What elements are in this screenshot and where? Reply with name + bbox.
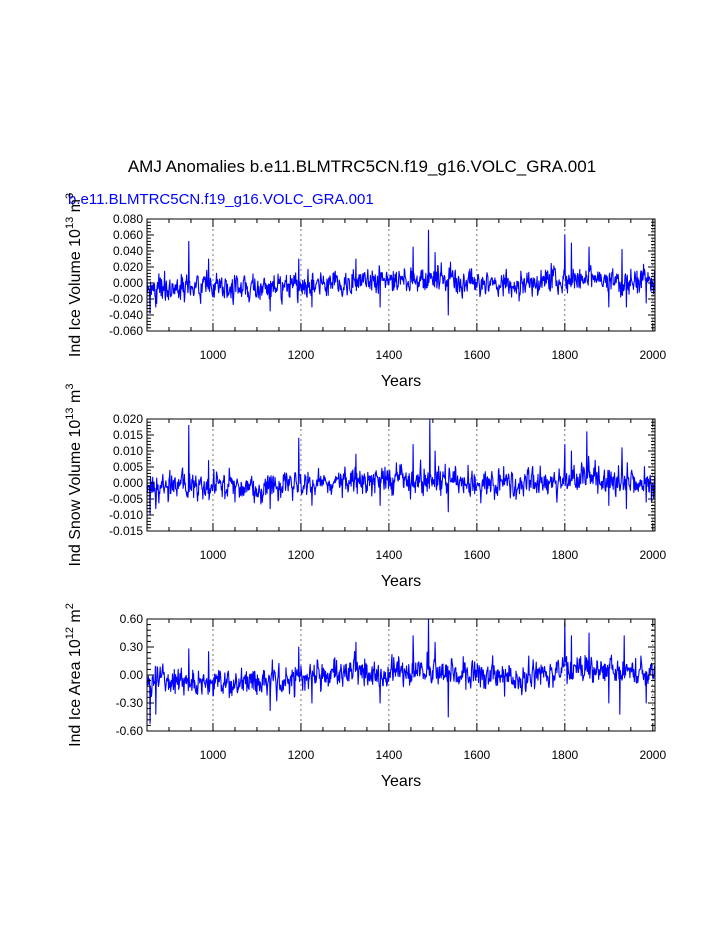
- plot-frame: [146, 418, 656, 532]
- y-axis-title-exponent: 13: [64, 407, 76, 419]
- x-tick-label: 1000: [200, 548, 227, 562]
- y-axis-title-exponent: 12: [64, 627, 76, 639]
- y-axis-title-unit-exponent: 2: [64, 603, 76, 609]
- y-tick-label: 0.040: [113, 244, 143, 258]
- y-axis-title-unit: m: [67, 199, 84, 217]
- y-tick-label: 0.00: [120, 668, 144, 682]
- y-tick-label: -0.015: [109, 524, 143, 538]
- x-tick-label: 1200: [288, 748, 315, 762]
- x-tick-label: 1800: [551, 748, 578, 762]
- x-tick-label: 2000: [639, 748, 666, 762]
- x-tick-label: 1200: [288, 548, 315, 562]
- x-tick-label: 1600: [464, 548, 491, 562]
- y-axis-title-unit-exponent: 3: [64, 384, 76, 390]
- y-tick-label: 0.30: [120, 640, 144, 654]
- data-series-line: [146, 618, 656, 725]
- x-tick-label: 1400: [376, 748, 403, 762]
- y-axis-title-unit: m: [67, 609, 84, 627]
- y-tick-label: 0.005: [113, 460, 143, 474]
- x-tick-label: 1400: [376, 548, 403, 562]
- x-tick-label: 2000: [639, 348, 666, 362]
- y-axis-title-text: Ind Ice Area 10: [67, 639, 84, 747]
- y-tick-label: 0.020: [113, 412, 143, 426]
- y-axis-title-text: Ind Ice Volume 10: [67, 229, 84, 357]
- x-tick-label: 1400: [376, 348, 403, 362]
- panels: -0.060 -0.040 -0.020 0.000 0.020 0.040 0.060 0.…: [64, 193, 666, 790]
- plot-frame: [146, 218, 656, 332]
- x-axis-title: Years: [381, 373, 421, 390]
- y-tick-label: 0.010: [113, 444, 143, 458]
- y-axis-title-text: Ind Snow Volume 10: [67, 420, 84, 567]
- x-tick-label: 1800: [551, 348, 578, 362]
- data-series-line: [146, 229, 656, 316]
- y-tick-label: 0.060: [113, 228, 143, 242]
- y-axis-title-unit: m: [67, 390, 84, 408]
- y-tick-label: -0.005: [109, 492, 143, 506]
- y-tick-label: 0.020: [113, 260, 143, 274]
- data-series-line: [146, 418, 656, 516]
- y-tick-label: -0.040: [109, 308, 143, 322]
- y-tick-label: 0.015: [113, 428, 143, 442]
- y-axis-title-unit-exponent: 3: [64, 193, 76, 199]
- y-tick-label: 0.000: [113, 476, 143, 490]
- y-tick-label: 0.60: [120, 612, 144, 626]
- y-axis-title: Ind Ice Area 1012 m2: [64, 603, 84, 747]
- x-tick-label: 1800: [551, 548, 578, 562]
- x-tick-label: 2000: [639, 548, 666, 562]
- x-tick-label: 1600: [464, 748, 491, 762]
- y-tick-label: -0.010: [109, 508, 143, 522]
- y-axis-title-exponent: 13: [64, 217, 76, 229]
- y-tick-label: 0.080: [113, 212, 143, 226]
- x-axis-title: Years: [381, 773, 421, 790]
- x-tick-label: 1000: [200, 748, 227, 762]
- x-tick-label: 1000: [200, 348, 227, 362]
- y-tick-label: -0.30: [116, 696, 144, 710]
- x-tick-label: 1600: [464, 348, 491, 362]
- y-axis-title: Ind Snow Volume 1013 m3: [64, 384, 84, 567]
- figure-subtitle: b.e11.BLMTRC5CN.f19_g16.VOLC_GRA.001: [68, 191, 374, 208]
- figure-title: AMJ Anomalies b.e11.BLMTRC5CN.f19_g16.VO…: [128, 157, 596, 176]
- chart-panel-1: -0.060 -0.040 -0.020 0.000 0.020 0.040 0.060 0.…: [64, 193, 666, 390]
- y-tick-label: 0.000: [113, 276, 143, 290]
- y-tick-label: -0.060: [109, 324, 143, 338]
- chart-panel-2: -0.015 -0.010 -0.005 0.000 0.005 0.010 0.015 0.…: [64, 384, 666, 590]
- x-tick-label: 1200: [288, 348, 315, 362]
- y-axis-title: Ind Ice Volume 1013 m3: [64, 193, 84, 357]
- y-tick-label: -0.60: [116, 724, 144, 738]
- x-axis-title: Years: [381, 573, 421, 590]
- chart-panel-3: -0.60 -0.30 0.00 0.30 0.60 1000 1200 1400 1600 18…: [64, 603, 666, 790]
- y-tick-label: -0.020: [109, 292, 143, 306]
